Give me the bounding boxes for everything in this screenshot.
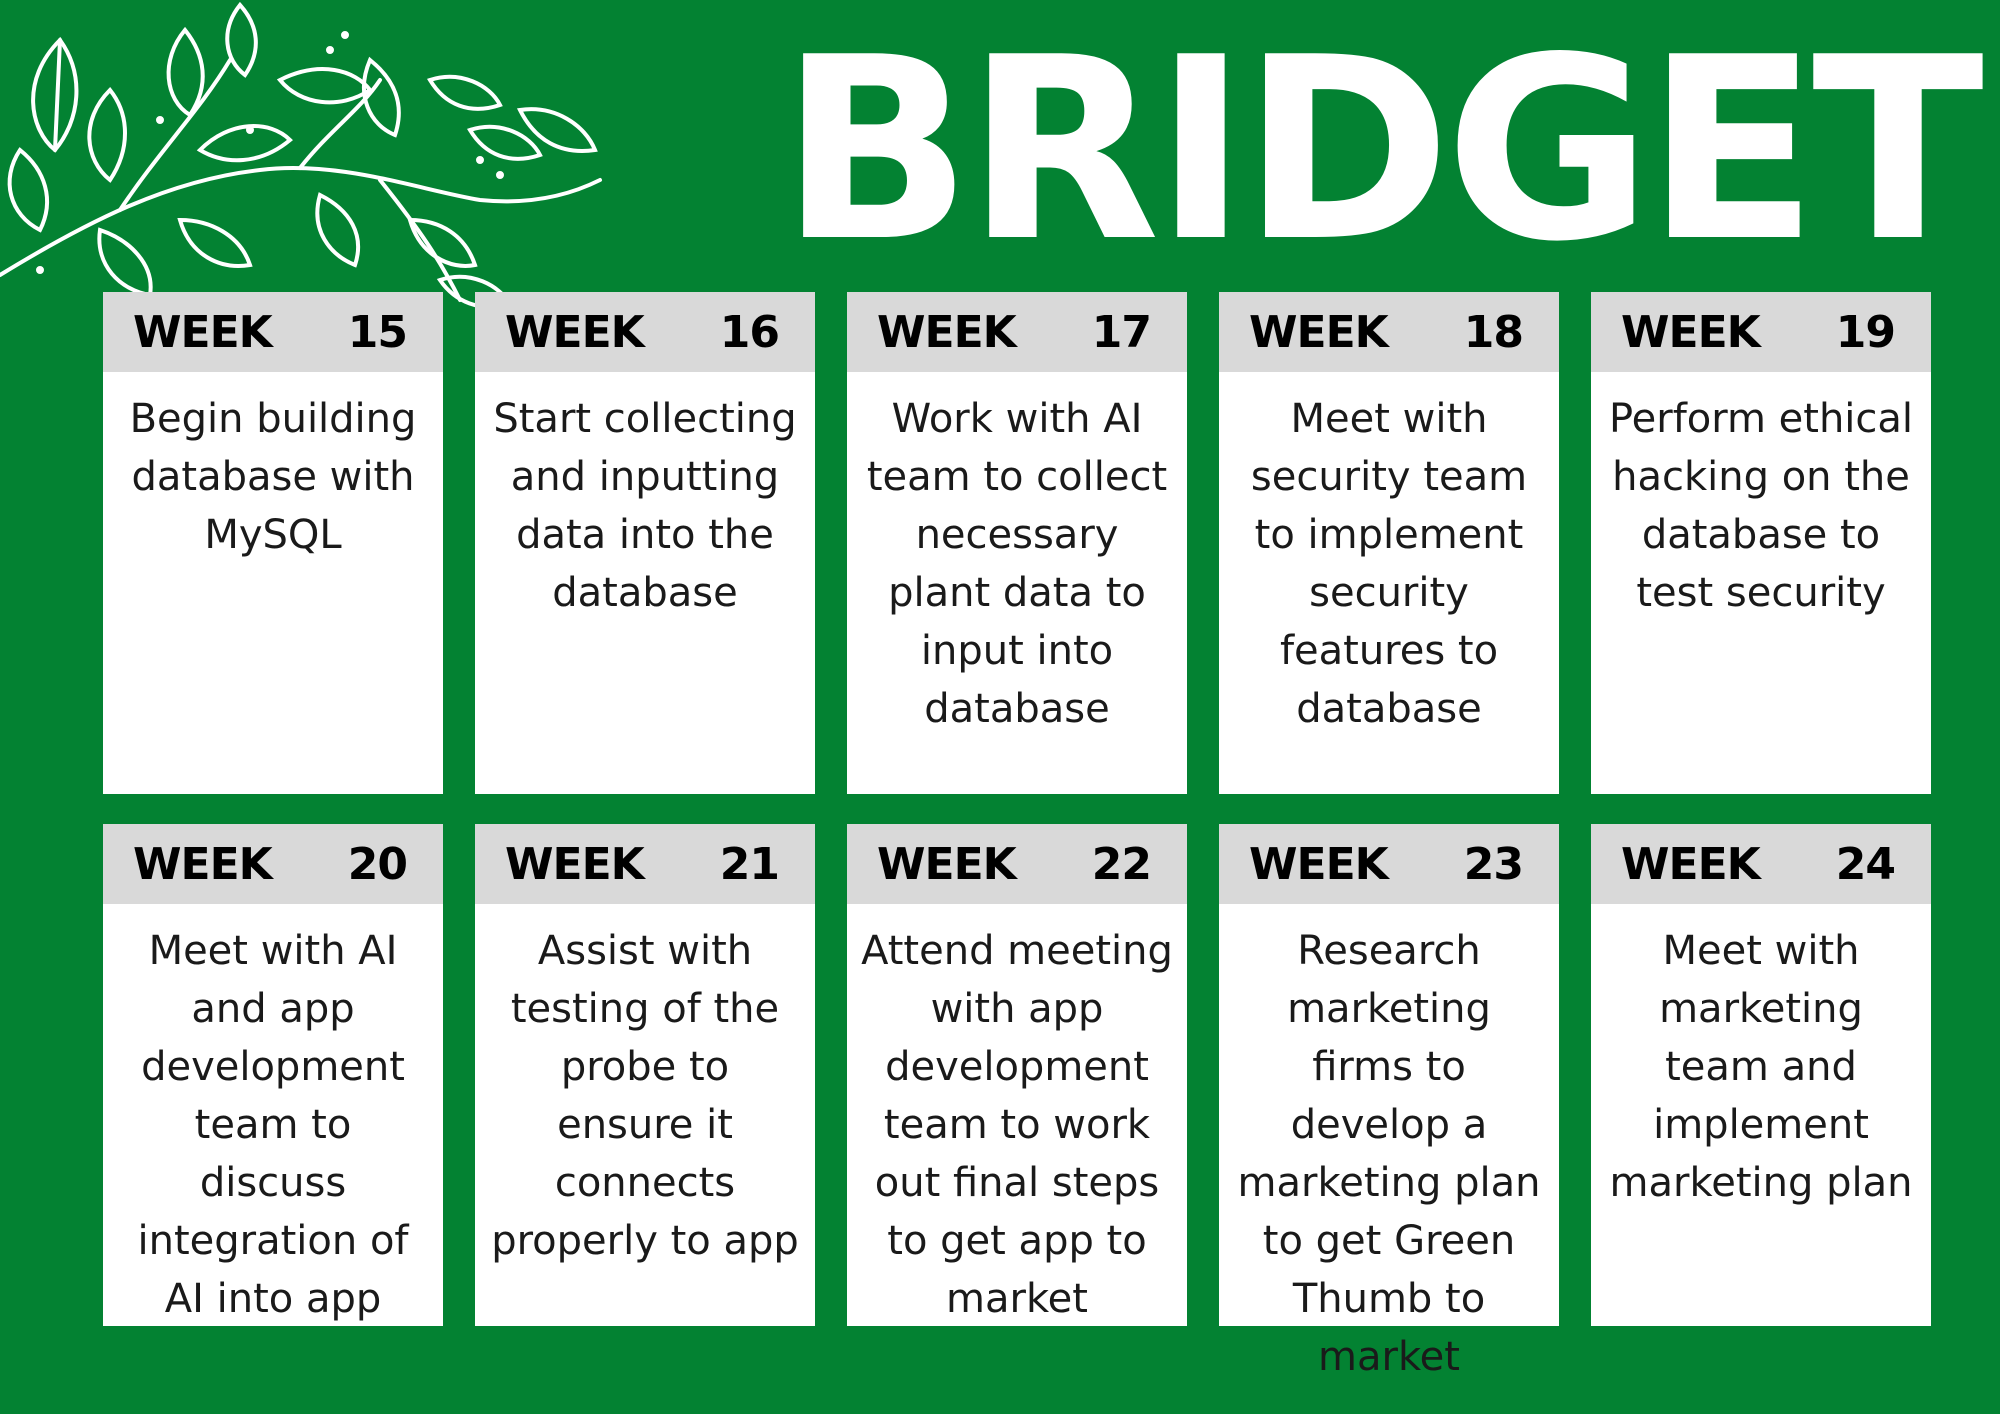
week-number: 19 (1836, 307, 1895, 358)
week-task: Perform ethical hacking on the database … (1591, 372, 1931, 622)
week-number: 21 (720, 839, 779, 890)
week-task: Meet with AI and app development team to… (103, 904, 443, 1328)
week-card: WEEK 15 Begin building database with MyS… (103, 292, 443, 794)
week-card-header: WEEK 18 (1219, 292, 1559, 372)
week-number: 23 (1464, 839, 1523, 890)
week-number: 22 (1092, 839, 1151, 890)
page-title: BRIDGET (780, 25, 1940, 277)
week-card: WEEK 19 Perform ethical hacking on the d… (1591, 292, 1931, 794)
week-number: 24 (1836, 839, 1895, 890)
week-label: WEEK (505, 307, 644, 358)
week-label: WEEK (1621, 839, 1760, 890)
week-number: 18 (1464, 307, 1523, 358)
week-card: WEEK 18 Meet with security team to imple… (1219, 292, 1559, 794)
week-task: Work with AI team to collect necessary p… (847, 372, 1187, 738)
week-task: Attend meeting with app development team… (847, 904, 1187, 1328)
week-card: WEEK 23 Research marketing firms to deve… (1219, 824, 1559, 1326)
week-number: 20 (348, 839, 407, 890)
week-card: WEEK 16 Start collecting and inputting d… (475, 292, 815, 794)
week-number: 17 (1092, 307, 1151, 358)
week-task: Assist with testing of the probe to ensu… (475, 904, 815, 1270)
week-number: 15 (348, 307, 407, 358)
week-task: Meet with security team to implement sec… (1219, 372, 1559, 738)
week-card: WEEK 20 Meet with AI and app development… (103, 824, 443, 1326)
week-card-header: WEEK 24 (1591, 824, 1931, 904)
week-task: Begin building database with MySQL (103, 372, 443, 564)
week-label: WEEK (1249, 839, 1388, 890)
week-label: WEEK (877, 307, 1016, 358)
week-card-header: WEEK 21 (475, 824, 815, 904)
week-task: Meet with marketing team and implement m… (1591, 904, 1931, 1212)
week-card-header: WEEK 19 (1591, 292, 1931, 372)
week-task: Research marketing firms to develop a ma… (1219, 904, 1559, 1386)
week-number: 16 (720, 307, 779, 358)
week-card-header: WEEK 20 (103, 824, 443, 904)
week-card: WEEK 21 Assist with testing of the probe… (475, 824, 815, 1326)
week-label: WEEK (1621, 307, 1760, 358)
leafy-branch-icon (0, 0, 610, 320)
week-card: WEEK 17 Work with AI team to collect nec… (847, 292, 1187, 794)
week-card: WEEK 22 Attend meeting with app developm… (847, 824, 1187, 1326)
week-card-header: WEEK 17 (847, 292, 1187, 372)
week-label: WEEK (133, 839, 272, 890)
week-label: WEEK (505, 839, 644, 890)
week-card-header: WEEK 16 (475, 292, 815, 372)
week-card-header: WEEK 23 (1219, 824, 1559, 904)
week-task: Start collecting and inputting data into… (475, 372, 815, 622)
week-card: WEEK 24 Meet with marketing team and imp… (1591, 824, 1931, 1326)
week-label: WEEK (1249, 307, 1388, 358)
week-label: WEEK (133, 307, 272, 358)
week-card-header: WEEK 15 (103, 292, 443, 372)
week-card-header: WEEK 22 (847, 824, 1187, 904)
week-label: WEEK (877, 839, 1016, 890)
